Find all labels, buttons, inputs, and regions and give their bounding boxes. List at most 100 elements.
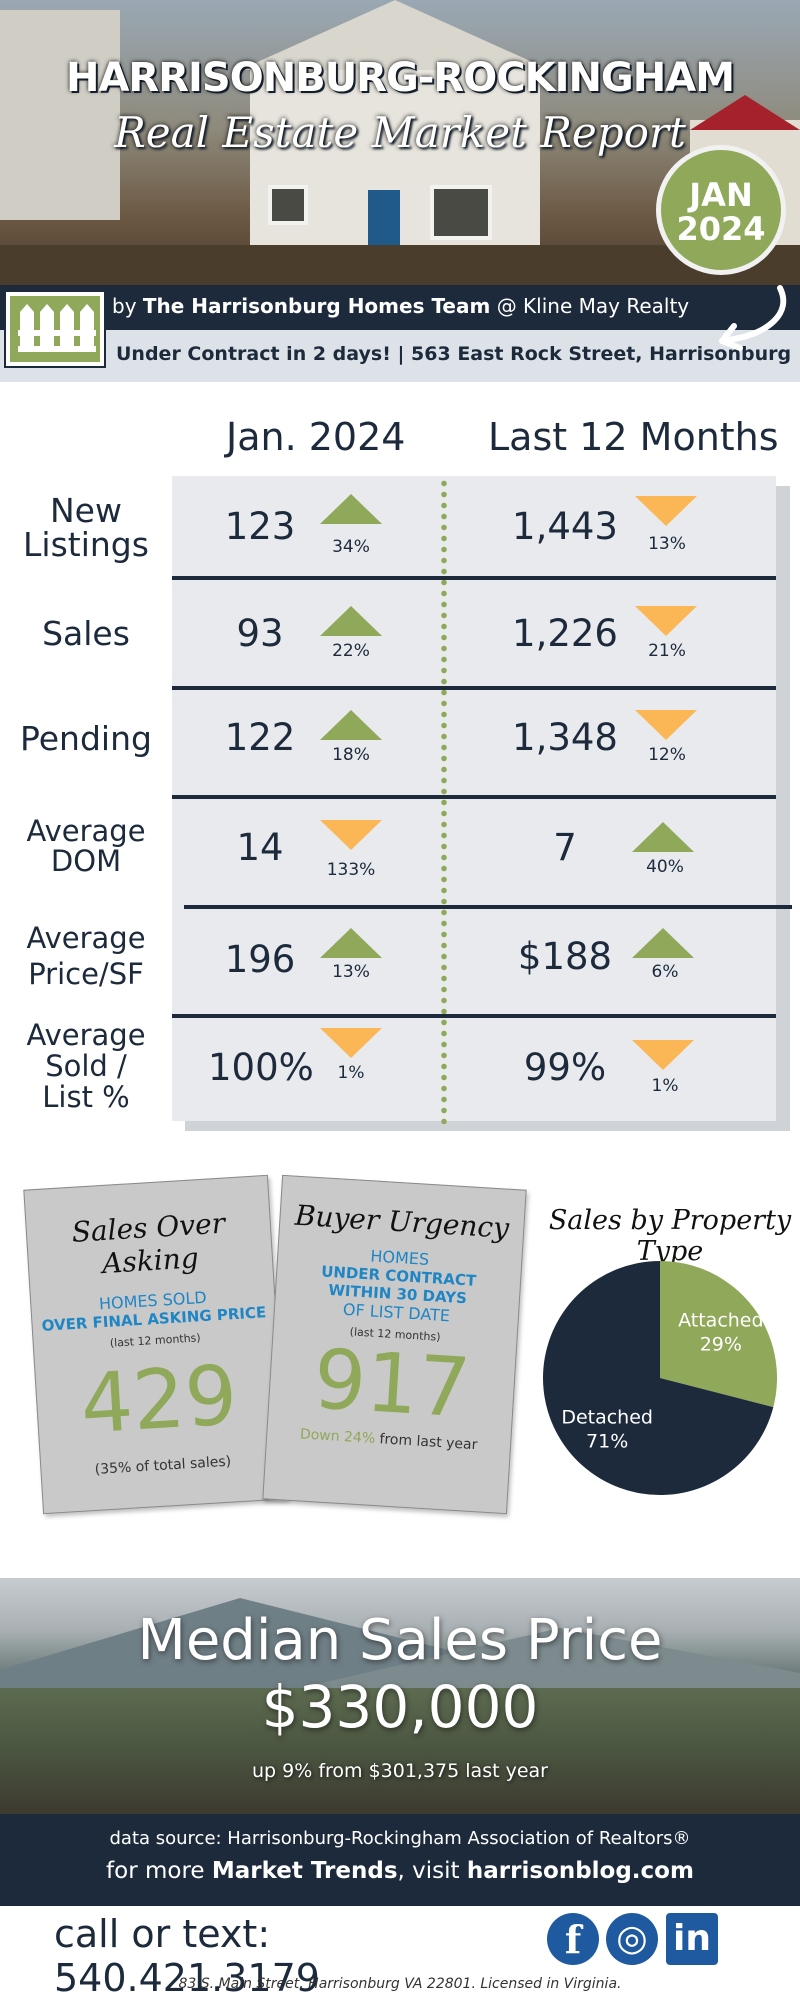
fence-rail-shape <box>18 330 96 336</box>
byline-bar: by The Harrisonburg Homes Team @ Kline M… <box>0 285 800 330</box>
pie-label-attached: Attached <box>678 1310 763 1332</box>
row-label-sales: Sales <box>0 617 172 651</box>
12mo-value: 1,226 <box>512 612 618 655</box>
trends-mid: , visit <box>397 1858 467 1884</box>
pie-value-attached: 29% <box>700 1334 742 1356</box>
12mo-value: 1,348 <box>512 716 618 759</box>
card-change: Down 24% <box>299 1426 376 1447</box>
current-value: 123 <box>224 505 296 548</box>
up-arrow-icon <box>632 928 694 958</box>
12mo-change: 13% <box>648 534 686 554</box>
up-arrow-icon <box>632 822 694 852</box>
row-label-line: Average <box>26 1018 146 1052</box>
current-change: 13% <box>332 962 370 982</box>
row-label-average-dom: Average DOM <box>0 816 172 876</box>
source-bar: data source: Harrisonburg-Rockingham Ass… <box>0 1814 800 1906</box>
current-change: 133% <box>326 860 376 880</box>
column-header-12-months: Last 12 Months <box>488 415 779 459</box>
linkedin-icon[interactable]: in <box>666 1913 718 1965</box>
down-arrow-icon <box>635 496 697 526</box>
report-title: HARRISONBURG-ROCKINGHAM <box>66 55 735 101</box>
row-divider <box>172 576 776 580</box>
phone-number[interactable]: call or text: 540.421.3179 <box>54 1912 320 2000</box>
under-contract-bar: Under Contract in 2 days! | 563 East Roc… <box>0 330 800 382</box>
median-note: up 9% from $301,375 last year <box>252 1760 548 1782</box>
current-change: 18% <box>332 745 370 765</box>
column-header-current: Jan. 2024 <box>226 415 406 459</box>
card-title: Buyer Urgency <box>294 1198 510 1245</box>
12mo-value: 99% <box>523 1046 607 1089</box>
card-value: 917 <box>311 1332 474 1437</box>
pie-slice-attached <box>660 1261 777 1408</box>
current-change: 1% <box>337 1063 365 1083</box>
fence-picket-shape <box>80 304 94 352</box>
down-arrow-icon <box>635 606 697 636</box>
12mo-change: 40% <box>646 857 684 877</box>
under-contract-text: Under Contract in 2 days! | 563 East Roc… <box>116 343 792 365</box>
card-footer: (35% of total sales) <box>94 1453 232 1478</box>
row-label-line: Listings <box>23 525 149 564</box>
row-label-new-listings: New Listings <box>0 494 172 562</box>
fence-picket-shape <box>60 304 74 352</box>
center-roof-shape <box>240 0 550 70</box>
ground-shape <box>0 245 800 285</box>
12mo-change: 21% <box>648 641 686 661</box>
fence-rail-shape <box>18 346 96 352</box>
median-title: Median Sales Price <box>137 1608 663 1673</box>
down-arrow-icon <box>320 820 382 850</box>
row-label-line: Sales <box>42 614 130 653</box>
median-price-banner: Median Sales Price $330,000 up 9% from $… <box>0 1578 800 1814</box>
row-label-pending: Pending <box>0 722 172 756</box>
median-value: $330,000 <box>261 1673 539 1741</box>
curved-arrow-icon <box>719 285 787 351</box>
row-divider <box>184 905 792 909</box>
12mo-value: 1,443 <box>512 505 618 548</box>
sales-over-asking-card: Sales Over Asking HOMES SOLD OVER FINAL … <box>23 1174 288 1515</box>
current-change: 34% <box>332 537 370 557</box>
down-arrow-icon <box>632 1040 694 1070</box>
date-badge: JAN 2024 <box>656 145 786 275</box>
pie-value-detached: 71% <box>586 1430 628 1452</box>
pie-chart-title: Sales by Property Type <box>548 1205 792 1267</box>
byline-suffix: @ Kline May Realty <box>490 294 690 318</box>
facebook-icon[interactable]: f <box>547 1913 599 1965</box>
up-arrow-icon <box>320 928 382 958</box>
trends-prefix: for more <box>106 1858 212 1884</box>
up-arrow-icon <box>320 710 382 740</box>
data-source: data source: Harrisonburg-Rockingham Ass… <box>109 1828 691 1849</box>
row-label-line: Pending <box>20 719 152 758</box>
card-title: Sales Over Asking <box>70 1206 226 1281</box>
fence-picket-shape <box>20 304 34 352</box>
row-divider <box>172 1014 776 1018</box>
fence-logo-icon <box>4 290 106 368</box>
current-value: 196 <box>224 938 296 981</box>
market-trends-line: for more Market Trends, visit harrisonbl… <box>0 1858 800 1884</box>
12mo-change: 1% <box>651 1076 679 1096</box>
pie-label-detached: Detached <box>561 1406 653 1428</box>
row-label-line: Average <box>26 814 146 848</box>
current-value: 93 <box>236 612 284 655</box>
buyer-urgency-card: Buyer Urgency HOMES UNDER CONTRACT WITHI… <box>262 1174 527 1515</box>
date-year: 2024 <box>676 210 766 248</box>
current-change: 22% <box>332 641 370 661</box>
row-divider <box>172 795 776 799</box>
row-label-line: List % <box>42 1080 130 1114</box>
row-label-line: Average <box>26 921 146 955</box>
window-shape <box>268 185 308 225</box>
card-value: 429 <box>77 1348 240 1453</box>
byline-team: The Harrisonburg Homes Team <box>142 294 491 318</box>
row-label-line: DOM <box>50 844 122 878</box>
instagram-icon[interactable]: ◎ <box>606 1913 658 1965</box>
current-value: 100% <box>208 1046 314 1089</box>
row-label-line: Price/SF <box>28 957 144 991</box>
12mo-value: 7 <box>553 826 577 869</box>
current-value: 14 <box>236 826 284 869</box>
report-subtitle: Real Estate Market Report <box>114 108 686 157</box>
date-month: JAN <box>689 176 753 214</box>
current-value: 122 <box>224 716 296 759</box>
row-label-line: Sold / <box>45 1049 127 1083</box>
row-divider <box>172 686 776 690</box>
up-arrow-icon <box>320 606 382 636</box>
website-link[interactable]: harrisonblog.com <box>466 1858 694 1884</box>
